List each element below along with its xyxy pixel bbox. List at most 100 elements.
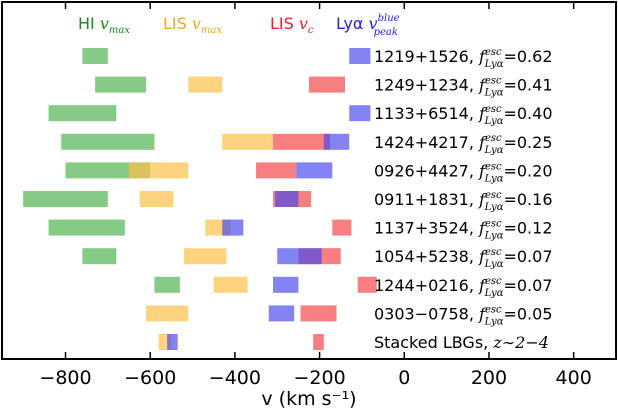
bar-lya-row-7 (277, 248, 322, 265)
x-tick-label-2: −400 (209, 367, 261, 389)
fesc-eq: = (503, 161, 516, 180)
bar-lis_vc-row-3 (273, 133, 331, 150)
row-label-name: 1249+1234 (374, 76, 469, 95)
legend-lis_vmax-var: v (192, 14, 201, 33)
row-label-3: 1424+4217, fesc Lyα=0.25 (374, 133, 553, 156)
fesc-sup: esc (485, 190, 502, 201)
legend-hi_vmax-sub: max (109, 25, 130, 36)
fesc-sub: Lyα (484, 145, 504, 156)
bar-lya-row-5 (275, 191, 299, 207)
row-label-redshift: z∼2−4 (492, 333, 549, 352)
fesc-symbol: f (478, 104, 488, 123)
legend-lya-var: v (369, 14, 378, 33)
fesc-eq: = (503, 76, 516, 95)
fesc-symbol: f (478, 276, 488, 295)
row-label-0: 1219+1526, fesc Lyα=0.62 (374, 47, 553, 70)
bar-hi_vmax-row-8 (154, 276, 180, 293)
fesc-eq: = (503, 276, 516, 295)
bar-lis_vmax-row-5 (139, 191, 174, 207)
row-label-name: 1244+0216 (374, 276, 469, 295)
fesc-eq: = (503, 190, 516, 209)
legend-lis_vc: LIS vc (270, 14, 314, 36)
legend-hi_vmax-var: v (100, 14, 109, 33)
fesc-symbol: f (478, 47, 488, 66)
row-label-name: 1133+6514 (374, 104, 469, 123)
bar-lis_vmax-row-7 (184, 248, 227, 265)
bar-lis_vmax-row-8 (213, 276, 248, 293)
bar-hi_vmax-row-3 (61, 133, 155, 150)
row-label-6: 1137+3524, fesc Lyα=0.12 (374, 219, 553, 242)
fesc-sub: Lyα (484, 59, 504, 70)
fesc-symbol: f (478, 247, 488, 266)
row-label-sep: , (469, 247, 479, 266)
row-label-fesc: 0.07 (517, 247, 553, 266)
fesc-sub: Lyα (484, 173, 504, 184)
fesc-eq: = (503, 219, 516, 238)
bar-lya-row-3 (323, 133, 350, 150)
fesc-sup: esc (485, 247, 502, 258)
fesc-sub: Lyα (484, 231, 504, 242)
bar-hi_vmax-row-2 (48, 105, 117, 122)
row-label-sep: , (469, 76, 479, 95)
row-label-fesc: 0.16 (517, 190, 553, 209)
row-label-8: 1244+0216, fesc Lyα=0.07 (374, 276, 553, 299)
fesc-sub: Lyα (484, 316, 504, 327)
fesc-eq: = (503, 304, 516, 323)
bar-lis_vc-row-1 (309, 76, 345, 93)
row-label-sep: , (469, 190, 479, 209)
row-label-fesc: 0.20 (517, 161, 553, 180)
bar-lya-row-10 (167, 334, 178, 350)
row-label-sep: , (469, 219, 479, 238)
bar-hi_vmax-row-5 (23, 191, 108, 207)
row-label-2: 1133+6514, fesc Lyα=0.40 (374, 104, 553, 127)
row-label-fesc: 0.40 (517, 104, 553, 123)
fesc-sub: Lyα (484, 116, 504, 127)
row-label-sep: , (469, 47, 479, 66)
row-label-name: 1424+4217 (374, 133, 469, 152)
fesc-symbol: f (478, 161, 488, 180)
bar-lya-row-4 (296, 162, 333, 179)
bar-lis_vmax-row-4 (129, 162, 189, 179)
fesc-sup: esc (485, 47, 502, 58)
bar-lis_vc-row-9 (300, 305, 337, 322)
legend-lis_vmax-text: LIS (163, 14, 192, 33)
fesc-symbol: f (478, 76, 488, 95)
fesc-symbol: f (478, 219, 488, 238)
row-label-7: 1054+5238, fesc Lyα=0.07 (374, 247, 553, 270)
x-tick-label-6: 400 (556, 367, 592, 389)
fesc-sup: esc (485, 276, 502, 287)
fesc-sup: esc (485, 161, 502, 172)
row-label-fesc: 0.07 (517, 276, 553, 295)
row-label-sep: , (469, 133, 479, 152)
legend-lis_vmax-sub: max (201, 25, 222, 36)
row-label-sep: , (469, 161, 479, 180)
legend-hi_vmax: HI vmax (78, 14, 130, 36)
row-label-10: Stacked LBGs, z∼2−4 (374, 333, 549, 352)
row-label-name: 0911+1831 (374, 190, 469, 209)
fesc-sub: Lyα (484, 202, 504, 213)
legend-lis_vc-text: LIS (270, 14, 299, 33)
x-axis-label: v (km s⁻¹) (261, 388, 356, 410)
row-label-5: 0911+1831, fesc Lyα=0.16 (374, 190, 553, 213)
row-label-name: 1137+3524 (374, 219, 469, 238)
row-label-name: 1054+5238 (374, 247, 469, 266)
row-label-name: 0926+4427 (374, 161, 469, 180)
row-label-4: 0926+4427, fesc Lyα=0.20 (374, 161, 553, 184)
row-label-sep: , (469, 304, 479, 323)
legend-lis_vc-sub: c (308, 25, 314, 36)
bar-lis_vc-row-8 (357, 276, 377, 293)
fesc-eq: = (503, 133, 516, 152)
row-label-9: 0303−0758, fesc Lyα=0.05 (374, 304, 553, 327)
row-label-fesc: 0.41 (517, 76, 553, 95)
bar-lya-row-2 (349, 105, 371, 122)
legend-lya-sup: blue (378, 13, 400, 24)
row-label-sep: , (483, 333, 493, 352)
fesc-sub: Lyα (484, 88, 504, 99)
legend: HI vmax LIS vmax LIS vc Lyα vblue peak (78, 13, 400, 38)
x-tick-label-5: 200 (471, 367, 507, 389)
row-label-name: 0303−0758 (374, 304, 469, 323)
x-axis: −800 −600 −400 −200 0 200 400 (39, 2, 592, 389)
fesc-sub: Lyα (484, 259, 504, 270)
row-label-fesc: 0.05 (517, 304, 553, 323)
